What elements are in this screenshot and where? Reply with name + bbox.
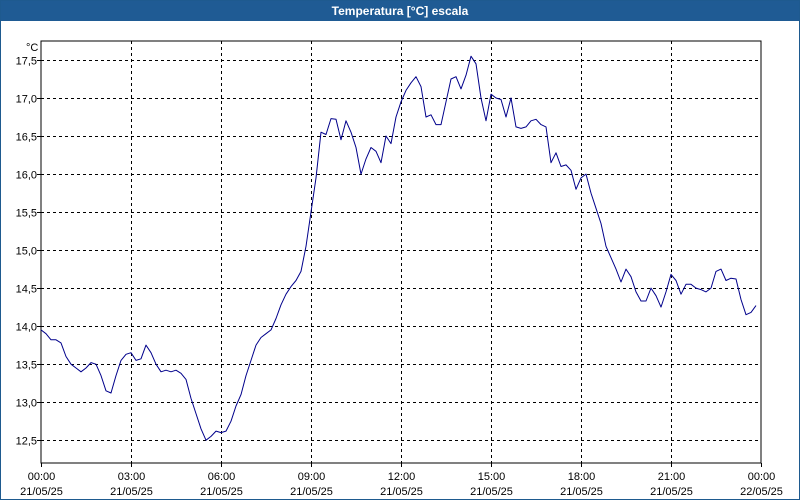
grid xyxy=(41,41,761,463)
y-tick-label: 16,5 xyxy=(16,132,37,144)
x-tick-date-label: 21/05/25 xyxy=(20,486,63,498)
x-tick-time-label: 15:00 xyxy=(478,471,506,483)
y-tick-label: 17,0 xyxy=(16,94,37,106)
x-tick-date-label: 21/05/25 xyxy=(380,486,423,498)
x-tick-time-label: 09:00 xyxy=(298,471,326,483)
y-tick-label: 13,5 xyxy=(16,360,37,372)
x-tick-time-label: 12:00 xyxy=(388,471,416,483)
x-tick-time-label: 06:00 xyxy=(208,471,236,483)
x-tick-date-label: 21/05/25 xyxy=(290,486,333,498)
y-tick-label: 13,0 xyxy=(16,398,37,410)
window-title: Temperatura [°C] escala xyxy=(1,1,799,21)
y-tick-label: 12,5 xyxy=(16,436,37,448)
y-tick-label: 16,0 xyxy=(16,170,37,182)
x-tick-date-label: 21/05/25 xyxy=(560,486,603,498)
x-tick-date-label: 21/05/25 xyxy=(200,486,243,498)
y-tick-label: 14,0 xyxy=(16,322,37,334)
x-axis: 00:00 21/05/25 03:00 21/05/25 06:00 21/05/25 0… xyxy=(20,463,783,498)
temperature-series-line xyxy=(40,55,757,441)
y-tick-label: 17,5 xyxy=(16,56,37,68)
x-tick-date-label: 21/05/25 xyxy=(110,486,153,498)
y-tick-label: 15,5 xyxy=(16,208,37,220)
x-tick-date-label: 22/05/25 xyxy=(740,486,783,498)
y-axis: 12,5 13,0 13,5 14,0 14,5 15,0 15,5 16,0 16,5 17,0… xyxy=(16,56,41,448)
series-layer xyxy=(40,55,757,441)
y-axis-unit: °C xyxy=(26,42,38,54)
x-tick-time-label: 21:00 xyxy=(658,471,686,483)
y-tick-label: 14,5 xyxy=(16,284,37,296)
x-tick-time-label: 00:00 xyxy=(748,471,776,483)
x-tick-time-label: 03:00 xyxy=(118,471,146,483)
x-tick-time-label: 18:00 xyxy=(568,471,596,483)
x-tick-date-label: 21/05/25 xyxy=(650,486,693,498)
x-tick-time-label: 00:00 xyxy=(28,471,56,483)
x-tick-date-label: 21/05/25 xyxy=(470,486,513,498)
y-tick-label: 15,0 xyxy=(16,246,37,258)
